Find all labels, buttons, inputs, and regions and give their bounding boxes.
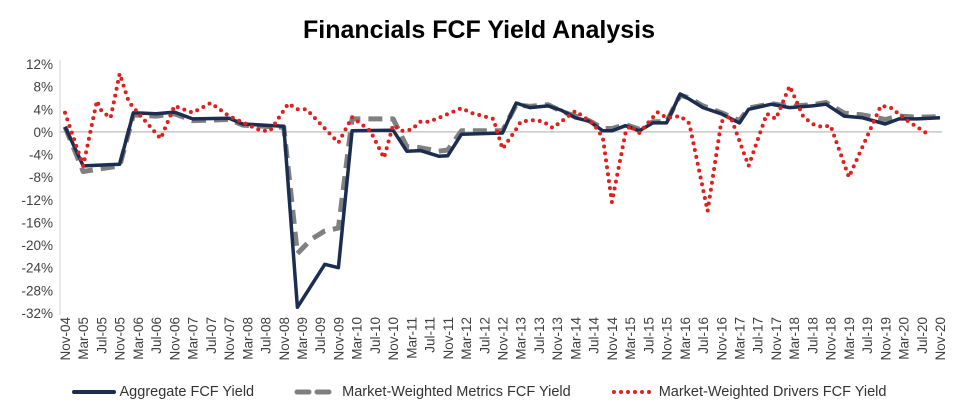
- legend-label: Market-Weighted Metrics FCF Yield: [342, 384, 571, 400]
- x-tick-label: Nov-04: [58, 317, 73, 361]
- legend-label: Market-Weighted Drivers FCF Yield: [658, 384, 887, 400]
- x-tick-label: Nov-19: [878, 317, 893, 361]
- legend-item-metrics: Market-Weighted Metrics FCF Yield: [294, 384, 571, 400]
- y-tick-label: -8%: [29, 170, 53, 185]
- legend-item-aggregate: Aggregate FCF Yield: [71, 384, 255, 400]
- x-tick-label: Jul-20: [915, 317, 930, 354]
- x-tick-label: Nov-05: [113, 317, 128, 361]
- x-tick-label: Nov-06: [167, 317, 182, 361]
- x-tick-label: Mar-20: [897, 317, 912, 360]
- x-tick-label: Jul-09: [313, 317, 328, 354]
- x-tick-label: Mar-19: [842, 317, 857, 360]
- x-tick-label: Mar-08: [240, 317, 255, 360]
- x-tick-label: Mar-16: [678, 317, 693, 360]
- x-tick-label: Jul-16: [696, 317, 711, 354]
- x-tick-label: Jul-14: [587, 317, 602, 354]
- x-tick-label: Nov-13: [550, 317, 565, 361]
- x-tick-label: Mar-09: [295, 317, 310, 360]
- x-tick-label: Nov-18: [824, 317, 839, 361]
- x-tick-label: Nov-10: [386, 317, 401, 361]
- legend-item-drivers: Market-Weighted Drivers FCF Yield: [611, 384, 887, 400]
- x-tick-label: Nov-11: [441, 317, 456, 360]
- x-tick-label: Jul-06: [149, 317, 164, 354]
- x-tick-label: Nov-09: [331, 317, 346, 361]
- x-tick-label: Jul-19: [860, 317, 875, 354]
- x-tick-label: Nov-07: [222, 317, 237, 361]
- x-tick-label: Mar-17: [732, 317, 747, 360]
- legend-swatch-dotted: [611, 390, 655, 394]
- x-tick-label: Mar-15: [623, 317, 638, 360]
- y-tick-label: 8%: [33, 80, 53, 95]
- y-tick-label: -24%: [21, 261, 53, 276]
- x-tick-label: Jul-18: [805, 317, 820, 354]
- y-tick-label: 4%: [33, 102, 53, 117]
- legend-swatch-dashed: [294, 389, 339, 395]
- x-tick-label: Jul-11: [423, 317, 438, 353]
- x-tick-label: Nov-15: [660, 317, 675, 361]
- y-tick-label: -20%: [21, 238, 53, 253]
- y-tick-label: -12%: [21, 193, 53, 208]
- legend-swatch-solid: [71, 390, 116, 394]
- x-tick-label: Jul-13: [532, 317, 547, 354]
- x-tick-label: Mar-14: [568, 317, 583, 360]
- x-tick-label: Mar-10: [350, 317, 365, 360]
- x-tick-label: Jul-08: [259, 317, 274, 354]
- x-tick-label: Nov-16: [714, 317, 729, 361]
- x-tick-label: Mar-07: [186, 317, 201, 360]
- y-tick-label: 12%: [26, 57, 53, 72]
- y-tick-label: -32%: [21, 306, 53, 321]
- x-tick-label: Jul-07: [204, 317, 219, 354]
- x-tick-label: Mar-06: [131, 317, 146, 360]
- x-tick-label: Nov-08: [277, 317, 292, 361]
- y-tick-label: -16%: [21, 215, 53, 230]
- chart-title: Financials FCF Yield Analysis: [303, 16, 655, 44]
- y-tick-label: -4%: [29, 148, 53, 163]
- series-line-solid: [63, 92, 941, 310]
- y-tick-label: 0%: [33, 125, 53, 140]
- x-tick-label: Mar-05: [76, 317, 91, 360]
- x-tick-label: Jul-10: [368, 317, 383, 354]
- x-tick-label: Jul-15: [641, 317, 656, 354]
- x-tick-label: Jul-17: [751, 317, 766, 354]
- legend: Aggregate FCF Yield Market-Weighted Metr…: [0, 384, 958, 400]
- x-tick-label: Mar-18: [787, 317, 802, 360]
- x-tick-label: Mar-11: [404, 317, 419, 359]
- legend-label: Aggregate FCF Yield: [119, 384, 255, 400]
- x-tick-label: Jul-12: [477, 317, 492, 354]
- x-tick-label: Mar-13: [514, 317, 529, 360]
- y-tick-label: -28%: [21, 283, 53, 298]
- x-tick-label: Jul-05: [94, 317, 109, 354]
- x-tick-label: Mar-12: [459, 317, 474, 360]
- x-tick-label: Nov-17: [769, 317, 784, 361]
- line-chart: 12% 8% 4% 0% -4% -8% -12% -16% -20% -24% -28% -32% N…: [21, 57, 948, 361]
- x-tick-label: Nov-14: [605, 317, 620, 361]
- x-tick-label: Nov-20: [933, 317, 948, 361]
- x-tick-label: Nov-12: [496, 317, 511, 361]
- series-line-dotted: [63, 71, 929, 214]
